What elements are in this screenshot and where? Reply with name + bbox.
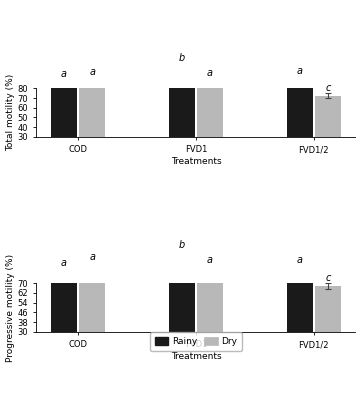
Bar [287, 78, 313, 137]
Bar [169, 252, 195, 332]
Text: a: a [61, 258, 67, 268]
Bar [51, 270, 77, 332]
Text: a: a [61, 70, 67, 80]
Text: a: a [207, 68, 213, 78]
Text: b: b [179, 53, 185, 63]
Text: a: a [89, 252, 95, 262]
Legend: Rainy, Dry: Rainy, Dry [150, 332, 242, 350]
X-axis label: Treatments: Treatments [171, 352, 221, 361]
Text: a: a [297, 66, 303, 76]
Text: a: a [89, 67, 95, 77]
Text: c: c [325, 83, 331, 93]
Text: a: a [297, 254, 303, 264]
Bar [79, 264, 105, 332]
Bar [287, 267, 313, 332]
X-axis label: Treatments: Treatments [171, 157, 221, 166]
Bar [79, 78, 105, 137]
Bar [197, 80, 223, 137]
Text: c: c [325, 273, 331, 283]
Bar [197, 267, 223, 332]
Text: b: b [179, 240, 185, 250]
Bar [51, 81, 77, 137]
Bar [169, 65, 195, 137]
Y-axis label: Progressive motility (%): Progressive motility (%) [5, 254, 14, 362]
Bar [315, 286, 341, 332]
Y-axis label: Total motility (%): Total motility (%) [6, 74, 15, 151]
Text: a: a [207, 254, 213, 264]
Bar [315, 96, 341, 137]
